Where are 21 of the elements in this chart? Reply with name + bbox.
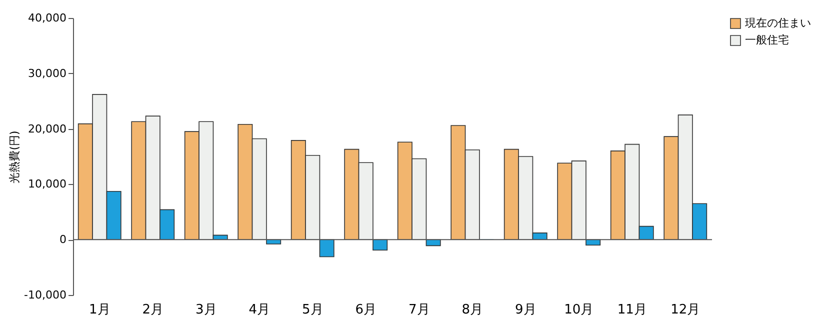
x-tick-label: 9月 [514,302,536,318]
x-tick-label: 2月 [142,302,164,318]
y-tick-label: -10,000 [24,288,66,302]
x-tick-label: 10月 [564,302,594,318]
x-tick-label: 8月 [462,302,484,318]
legend-label: 一般住宅 [745,34,789,46]
y-tick-label: 40,000 [28,12,66,24]
x-tick-label: 7月 [408,302,430,318]
y-tick-label: 0 [60,233,66,246]
x-tick-label: 5月 [302,302,324,318]
x-tick-label: 3月 [195,302,217,318]
x-tick-label: 6月 [355,302,377,318]
x-tick-label: 12月 [670,302,700,318]
y-axis-title: 光熱費(円) [8,130,22,184]
y-tick-label: 30,000 [28,66,66,80]
x-tick-label: 1月 [88,302,110,318]
x-tick-label: 4月 [248,302,270,318]
y-tick-label: 20,000 [28,122,66,136]
y-tick-label: 10,000 [28,178,66,191]
legend-label: 現在の住まい [745,16,811,30]
x-tick-label: 11月 [617,302,647,318]
